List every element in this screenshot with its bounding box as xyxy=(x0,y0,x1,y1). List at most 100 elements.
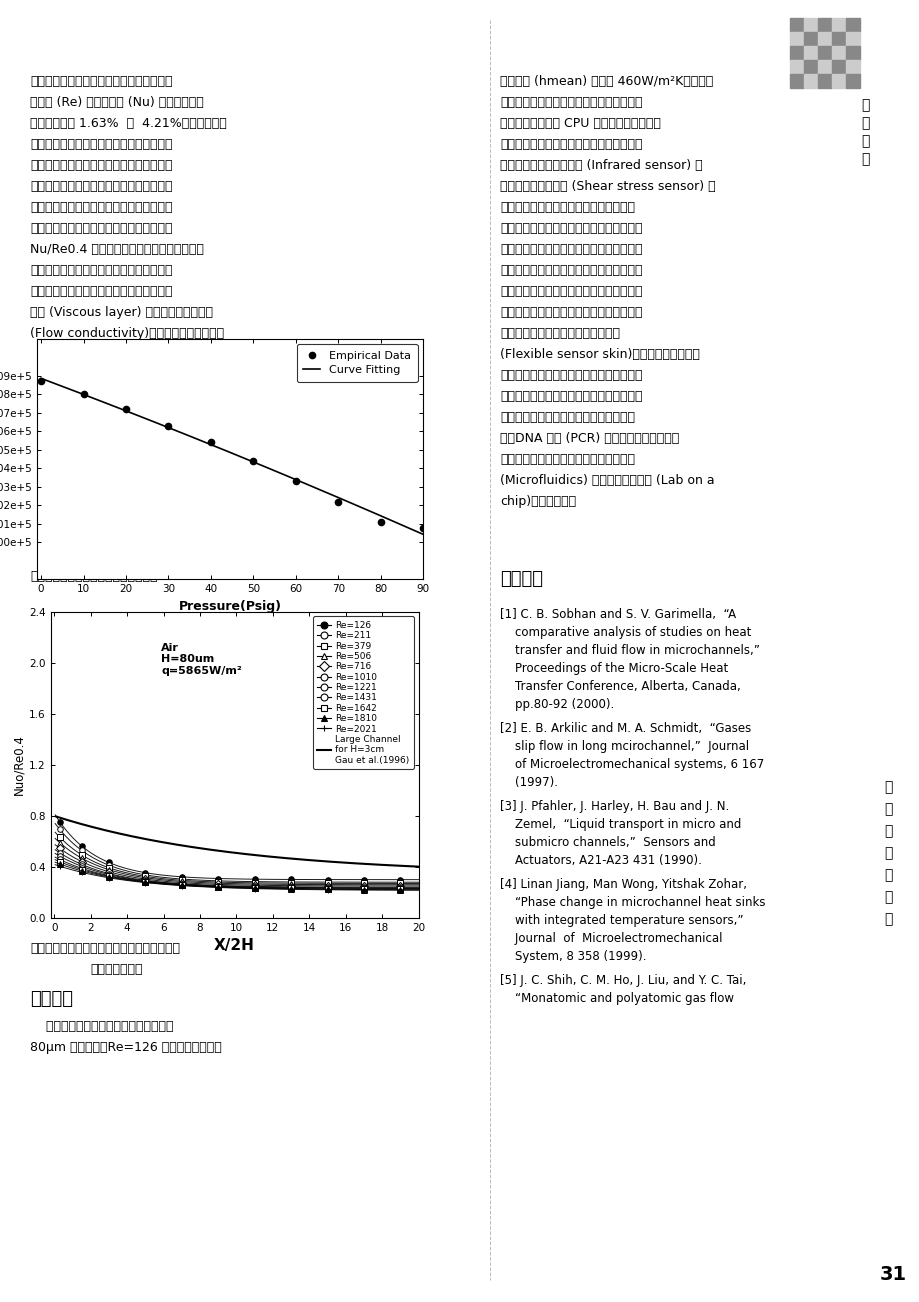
Text: 應用範圍: 應用範圍 xyxy=(30,990,73,1008)
Text: 參考文獻: 參考文獻 xyxy=(499,570,542,589)
Text: 二，本研究開發的新式絕熱製程技術可有效: 二，本研究開發的新式絕熱製程技術可有效 xyxy=(499,138,641,151)
X-axis label: Pressure(Psig): Pressure(Psig) xyxy=(178,600,281,613)
Text: 估算分別各為 1.63%  及  4.21%，此結果足以: 估算分別各為 1.63% 及 4.21%，此結果足以 xyxy=(30,117,226,130)
Bar xyxy=(845,46,859,60)
Text: 一: 一 xyxy=(883,891,891,904)
Bar xyxy=(789,60,803,74)
Empirical Data xyxy=(247,453,258,469)
Empirical Data xyxy=(333,493,344,509)
Text: System, 8 358 (1999).: System, 8 358 (1999). xyxy=(499,950,646,963)
Legend: Empirical Data, Curve Fitting: Empirical Data, Curve Fitting xyxy=(297,344,417,381)
Bar xyxy=(831,46,845,60)
Empirical Data xyxy=(417,519,428,535)
Text: 氧樹脂轉印於玻璃板，因此含所有感測元件: 氧樹脂轉印於玻璃板，因此含所有感測元件 xyxy=(499,264,641,277)
Text: [4] Linan Jiang, Man Wong, Yitshak Zohar,: [4] Linan Jiang, Man Wong, Yitshak Zohar… xyxy=(499,878,746,891)
Bar xyxy=(845,33,859,46)
Bar xyxy=(831,74,845,89)
Empirical Data xyxy=(163,418,174,434)
Text: pp.80-92 (2000).: pp.80-92 (2000). xyxy=(499,698,614,711)
Empirical Data xyxy=(78,387,89,402)
Bar xyxy=(803,33,817,46)
Text: 80μm 之空氣流、Re=126 時，其內部的平均: 80μm 之空氣流、Re=126 時，其內部的平均 xyxy=(30,1042,221,1055)
Bar xyxy=(789,18,803,33)
Text: 滯層 (Viscous layer) 內的流體熱傳導係數: 滯層 (Viscous layer) 內的流體熱傳導係數 xyxy=(30,306,213,319)
Text: (Flow conductivity)被增加所導致的結果。: (Flow conductivity)被增加所導致的結果。 xyxy=(30,327,224,340)
Text: Nu/Re0.4 皆遠低於大尺寸的結果，且明顯隨: Nu/Re0.4 皆遠低於大尺寸的結果，且明顯隨 xyxy=(30,243,204,256)
Text: 期: 期 xyxy=(883,911,891,926)
Line: Empirical Data: Empirical Data xyxy=(38,378,425,531)
Text: 第: 第 xyxy=(883,868,891,881)
Text: 測結果顯示出，在微流道內之熱傳係數分佈: 測結果顯示出，在微流道內之熱傳係數分佈 xyxy=(30,159,173,172)
Text: (Flexible sensor skin)，例如：可饒性微溫: (Flexible sensor skin)，例如：可饒性微溫 xyxy=(499,348,699,361)
Text: 確保實驗量測結果的準確性。初步的實驗量: 確保實驗量測結果的準確性。初步的實驗量 xyxy=(30,138,173,151)
Text: 熱感式流量計等相關熱系統晶片的絕熱問: 熱感式流量計等相關熱系統晶片的絕熱問 xyxy=(499,201,634,214)
Bar xyxy=(831,18,845,33)
Bar xyxy=(817,74,831,89)
Text: comparative analysis of studies on heat: comparative analysis of studies on heat xyxy=(499,626,751,639)
Bar xyxy=(803,18,817,33)
Y-axis label: Nuo/Re0.4: Nuo/Re0.4 xyxy=(12,734,25,796)
Text: 圖九：微流道內部熱傳係數分佈與巨觀大尺寸: 圖九：微流道內部熱傳係數分佈與巨觀大尺寸 xyxy=(30,943,180,954)
Text: 圖八：新式壓力感測器性能校正曲線。: 圖八：新式壓力感測器性能校正曲線。 xyxy=(30,570,157,583)
Text: 與巨觀大尺寸之文獻資料比較空氣流及去離: 與巨觀大尺寸之文獻資料比較空氣流及去離 xyxy=(30,180,173,193)
Text: Transfer Conference, Alberta, Canada,: Transfer Conference, Alberta, Canada, xyxy=(499,680,740,693)
Text: 離、DNA 複製 (PCR) 或其他熱處理等實驗室: 離、DNA 複製 (PCR) 或其他熱處理等實驗室 xyxy=(499,432,678,445)
Text: 文獻資料比較。: 文獻資料比較。 xyxy=(90,963,142,976)
Text: Actuators, A21-A23 431 (1990).: Actuators, A21-A23 431 (1990). xyxy=(499,854,701,867)
Text: 31: 31 xyxy=(879,1266,905,1284)
Text: 件結構強度。第三，所有感測元件係利用環: 件結構強度。第三，所有感測元件係利用環 xyxy=(499,243,641,256)
Text: “Phase change in microchannel heat sinks: “Phase change in microchannel heat sinks xyxy=(499,896,765,909)
Text: 奈: 奈 xyxy=(860,98,868,112)
Text: [1] C. B. Sobhan and S. V. Garimella,  “A: [1] C. B. Sobhan and S. V. Garimella, “A xyxy=(499,608,735,621)
Legend: Re=126, Re=211, Re=379, Re=506, Re=716, Re=1010, Re=1221, Re=1431, Re=1642, Re=1: Re=126, Re=211, Re=379, Re=506, Re=716, … xyxy=(312,616,414,769)
Text: transfer and fluid flow in microchannels,”: transfer and fluid flow in microchannels… xyxy=(499,644,759,658)
Bar xyxy=(817,18,831,33)
Text: 解決如：紅外線熱感測器 (Infrared sensor) 恆: 解決如：紅外線熱感測器 (Infrared sensor) 恆 xyxy=(499,159,702,172)
Empirical Data xyxy=(205,435,216,450)
Text: Proceedings of the Micro-Scale Heat: Proceedings of the Micro-Scale Heat xyxy=(499,661,728,674)
X-axis label: X/2H: X/2H xyxy=(214,939,255,953)
Text: (Microfluidics) 或縮微實驗室晶片 (Lab on a: (Microfluidics) 或縮微實驗室晶片 (Lab on a xyxy=(499,474,714,487)
Empirical Data xyxy=(375,514,386,530)
Text: 子水流動的情況，發現在扣除雷諾數對微流: 子水流動的情況，發現在扣除雷諾數對微流 xyxy=(30,201,173,214)
Text: slip flow in long mcirochannel,”  Journal: slip flow in long mcirochannel,” Journal xyxy=(499,740,748,753)
Text: 流道系統也可馬上轉換設計作為生醫晶片用: 流道系統也可馬上轉換設計作為生醫晶片用 xyxy=(499,391,641,404)
Line: Curve Fitting: Curve Fitting xyxy=(41,379,423,534)
Text: Zemel,  “Liquid transport in micro and: Zemel, “Liquid transport in micro and xyxy=(499,818,741,831)
Text: 米: 米 xyxy=(860,116,868,130)
Bar xyxy=(789,74,803,89)
Curve Fitting xyxy=(348,496,359,512)
Bar xyxy=(817,60,831,74)
Text: 二: 二 xyxy=(883,824,891,838)
Text: 通: 通 xyxy=(860,134,868,148)
Text: 卷: 卷 xyxy=(883,846,891,861)
Curve Fitting xyxy=(36,371,47,387)
Bar xyxy=(831,60,845,74)
Bar xyxy=(845,74,859,89)
Text: 訊: 訊 xyxy=(860,152,868,165)
Empirical Data xyxy=(290,474,301,490)
Text: “Monatomic and polyatomic gas flow: “Monatomic and polyatomic gas flow xyxy=(499,992,733,1005)
Text: chip)的最終目標。: chip)的最終目標。 xyxy=(499,495,575,508)
Curve Fitting xyxy=(263,461,274,477)
Text: [5] J. C. Shih, C. M. Ho, J. Liu, and Y. C. Tai,: [5] J. C. Shih, C. M. Ho, J. Liu, and Y.… xyxy=(499,974,745,987)
Text: 第: 第 xyxy=(883,780,891,794)
Text: 熱傳係數 (hmean) 可高達 460W/m²K，因此可: 熱傳係數 (hmean) 可高達 460W/m²K，因此可 xyxy=(499,76,712,89)
Text: 十: 十 xyxy=(883,802,891,816)
Text: 其他所用的反應功能，以達到微流體晶片: 其他所用的反應功能，以達到微流體晶片 xyxy=(499,453,634,466)
Bar xyxy=(803,74,817,89)
Bar xyxy=(845,60,859,74)
Text: submicro channels,”  Sensors and: submicro channels,” Sensors and xyxy=(499,836,715,849)
Text: 效地解決目前市售 CPU 嚴重的散熱問題。第: 效地解決目前市售 CPU 嚴重的散熱問題。第 xyxy=(499,117,660,130)
Text: 壓力感測器之性能校正曲線，如圖八所示。: 壓力感測器之性能校正曲線，如圖八所示。 xyxy=(30,76,173,89)
Empirical Data xyxy=(120,401,131,417)
Bar xyxy=(803,46,817,60)
Text: Journal  of  Microelectromechanical: Journal of Microelectromechanical xyxy=(499,932,721,945)
Text: 第一，本研究目前發現當微流道高度為: 第一，本研究目前發現當微流道高度為 xyxy=(30,1019,174,1032)
Text: of Microelectromechanical systems, 6 167: of Microelectromechanical systems, 6 167 xyxy=(499,758,764,771)
Empirical Data xyxy=(36,374,47,389)
Text: 利用此特性設計開發新式冷卻散熱晶片，有: 利用此特性設計開發新式冷卻散熱晶片，有 xyxy=(499,96,641,109)
Text: (1997).: (1997). xyxy=(499,776,558,789)
Bar xyxy=(789,46,803,60)
Text: 系統之環氧樹脂薄層可利用脫膜技術將其與: 系統之環氧樹脂薄層可利用脫膜技術將其與 xyxy=(499,285,641,298)
